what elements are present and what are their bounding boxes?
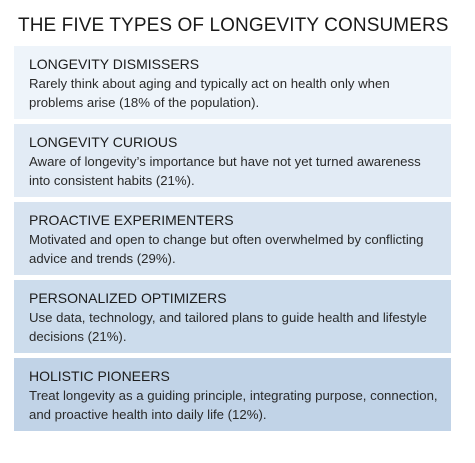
segment-description: Aware of longevity’s importance but have… xyxy=(29,154,421,188)
segment-card-longevity-curious: LONGEVITY CURIOUS Aware of longevity’s i… xyxy=(14,124,451,197)
page-title: THE FIVE TYPES OF LONGEVITY CONSUMERS xyxy=(18,15,449,36)
segment-card-proactive-experimenters: PROACTIVE EXPERIMENTERS Motivated and op… xyxy=(14,202,451,275)
segment-description: Rarely think about aging and typically a… xyxy=(29,76,390,110)
segment-title: HOLISTIC PIONEERS xyxy=(29,368,170,384)
segment-description: Motivated and open to change but often o… xyxy=(29,232,424,266)
segment-list: LONGEVITY DISMISSERS Rarely think about … xyxy=(14,46,451,431)
segment-title: PERSONALIZED OPTIMIZERS xyxy=(29,290,227,306)
segment-card-holistic-pioneers: HOLISTIC PIONEERS Treat longevity as a g… xyxy=(14,358,451,431)
segment-card-longevity-dismissers: LONGEVITY DISMISSERS Rarely think about … xyxy=(14,46,451,119)
segment-title: LONGEVITY DISMISSERS xyxy=(29,56,200,72)
segment-title: LONGEVITY CURIOUS xyxy=(29,134,178,150)
segment-title: PROACTIVE EXPERIMENTERS xyxy=(29,212,234,228)
segment-card-personalized-optimizers: PERSONALIZED OPTIMIZERS Use data, techno… xyxy=(14,280,451,353)
segment-description: Treat longevity as a guiding principle, … xyxy=(29,388,438,422)
segment-description: Use data, technology, and tailored plans… xyxy=(29,310,427,344)
